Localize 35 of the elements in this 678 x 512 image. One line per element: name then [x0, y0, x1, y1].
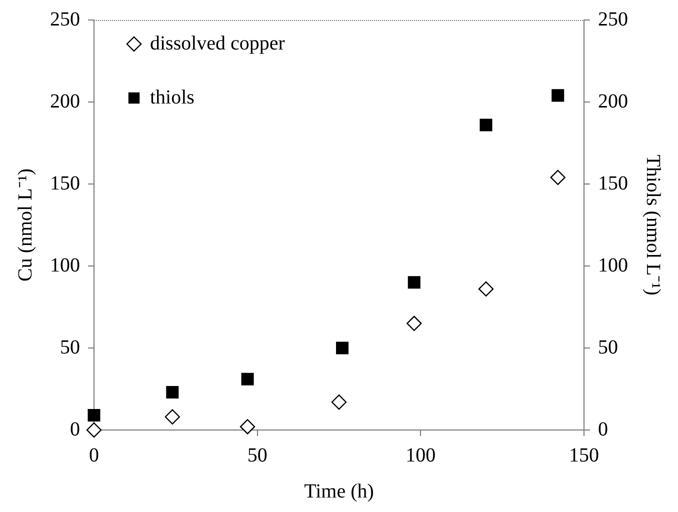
legend-label: thiols	[150, 86, 195, 108]
point	[331, 394, 347, 410]
y2-tick-label: 200	[598, 90, 628, 112]
y-tick-label: 0	[70, 418, 80, 440]
y-tick-label: 150	[50, 172, 80, 194]
point	[478, 281, 494, 297]
point	[166, 386, 179, 399]
legend-label: dissolved copper	[150, 32, 286, 54]
x-tick-label: 100	[406, 444, 436, 466]
y2-axis-title: Thiols (nmol L⁻¹)	[642, 154, 664, 296]
x-tick-label: 0	[89, 444, 99, 466]
y2-tick-label: 100	[598, 254, 628, 276]
point	[240, 419, 256, 434]
y2-tick-label: 50	[598, 336, 618, 358]
point	[480, 118, 492, 132]
y-tick-label: 50	[60, 336, 80, 358]
y2-tick-label: 150	[598, 172, 628, 194]
y-tick-label: 250	[50, 8, 80, 30]
point	[406, 316, 422, 331]
y2-tick-label: 0	[598, 418, 608, 440]
point	[550, 170, 566, 186]
y-tick-label: 200	[50, 90, 80, 112]
point	[241, 372, 254, 386]
y2-tick-label: 250	[598, 8, 628, 30]
y-axis-title: Cu (nmol L⁻¹)	[14, 168, 36, 282]
y-tick-label: 100	[50, 254, 80, 276]
point	[552, 89, 564, 102]
point	[408, 276, 420, 289]
point	[336, 342, 349, 354]
x-tick-label: 150	[569, 444, 599, 466]
x-axis-title: Time (h)	[304, 480, 374, 502]
point	[86, 422, 102, 438]
point	[88, 408, 100, 422]
x-tick-label: 50	[247, 444, 268, 466]
point	[164, 409, 180, 424]
